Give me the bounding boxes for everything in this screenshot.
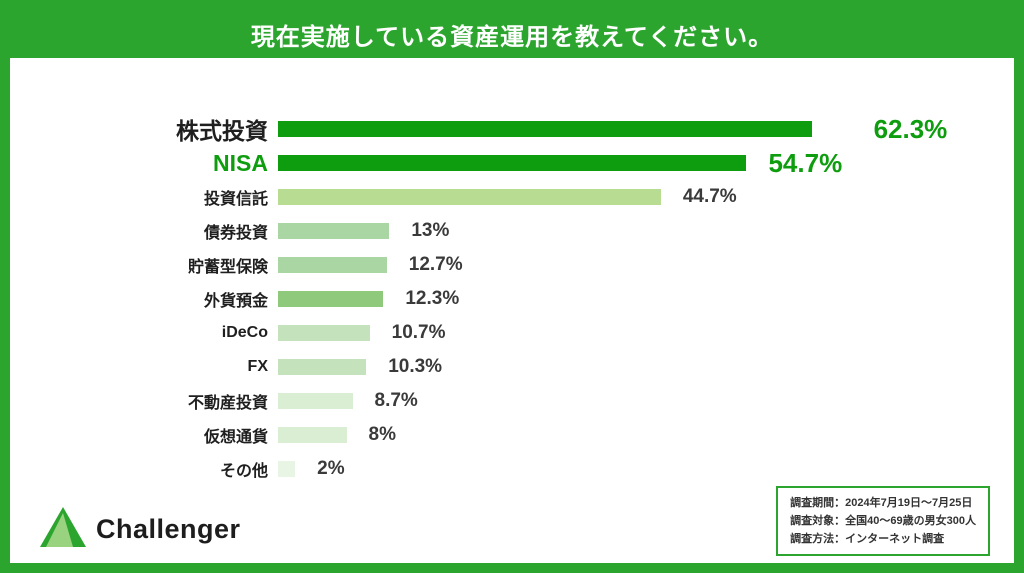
bar-row: 外貨預金 12.3% [10,282,994,316]
bar-row: 株式投資 62.3% [10,112,994,146]
bar-row: FX 10.3% [10,350,994,384]
challenger-logo-icon [40,507,86,552]
category-label: 外貨預金 [203,293,268,310]
bar-area: 8.7% [278,384,994,418]
bar-area: 54.7% [278,146,994,180]
brand: Challenger [40,507,241,556]
category-label: iDeCo [221,324,268,341]
bar-area: 44.7% [278,180,994,214]
bar [278,223,390,239]
survey-target: 調査対象：全国40～69歳の男女300人 [790,515,976,528]
bar [278,189,661,205]
bar-row: 仮想通貨 8% [10,418,994,452]
bar-area: 10.3% [278,350,994,384]
bar [278,257,387,273]
bar [278,121,812,137]
category-label: 債券投資 [203,225,268,242]
bar [278,393,353,409]
category-label: 投資信託 [203,191,268,208]
category-label: その他 [219,463,268,480]
survey-info-box: 調査期間：2024年7月19日～7月25日 調査対象：全国40～69歳の男女30… [776,486,990,557]
page-title: 現在実施している資産運用を教えてください。 [250,23,774,51]
bar [278,427,347,443]
value-label: 8.7% [374,390,418,411]
bar-area: 12.7% [278,248,994,282]
value-label: 10.7% [391,322,446,343]
bar-row: その他 2% [10,452,994,486]
bar-row: 不動産投資 8.7% [10,384,994,418]
category-label: NISA [213,149,268,176]
bar-area: 13% [278,214,994,248]
brand-name: Challenger [96,514,241,545]
bar-row: NISA 54.7% [10,146,994,180]
survey-method: 調査方法：インターネット調査 [790,533,945,546]
category-label: 不動産投資 [187,395,268,412]
survey-period: 調査期間：2024年7月19日～7月25日 [790,497,973,509]
value-label: 12.7% [408,254,463,275]
chart-title-bar: 現在実施している資産運用を教えてください。 [10,10,1014,58]
value-label: 12.3% [405,288,460,309]
bar-area: 2% [278,452,994,486]
bar [278,359,367,375]
value-label: 2% [317,458,345,479]
category-label: 株式投資 [176,118,268,144]
category-label: 仮想通貨 [203,429,268,446]
bar-chart: 株式投資 62.3% NISA 54.7% 投資信託 44.7% 債券投資 13% 貯蓄型保険 1… [10,112,1014,486]
category-label: FX [247,358,268,375]
value-label: 44.7% [682,186,737,207]
bar-row: 貯蓄型保険 12.7% [10,248,994,282]
bar [278,461,296,477]
bar-area: 10.7% [278,316,994,350]
value-label: 62.3% [873,113,948,144]
category-label: 貯蓄型保険 [187,259,268,276]
bar-area: 8% [278,418,994,452]
value-label: 10.3% [388,356,443,377]
bar-row: iDeCo 10.7% [10,316,994,350]
bar [278,325,370,341]
footer: Challenger 調査期間：2024年7月19日～7月25日 調査対象：全国… [10,486,1014,557]
bar-row: 投資信託 44.7% [10,180,994,214]
bar-row: 債券投資 13% [10,214,994,248]
bar [278,155,747,171]
value-label: 13% [411,220,450,241]
bar [278,291,384,307]
value-label: 8% [368,424,396,445]
bar-area: 12.3% [278,282,994,316]
value-label: 54.7% [768,147,843,178]
bar-area: 62.3% [278,112,994,146]
